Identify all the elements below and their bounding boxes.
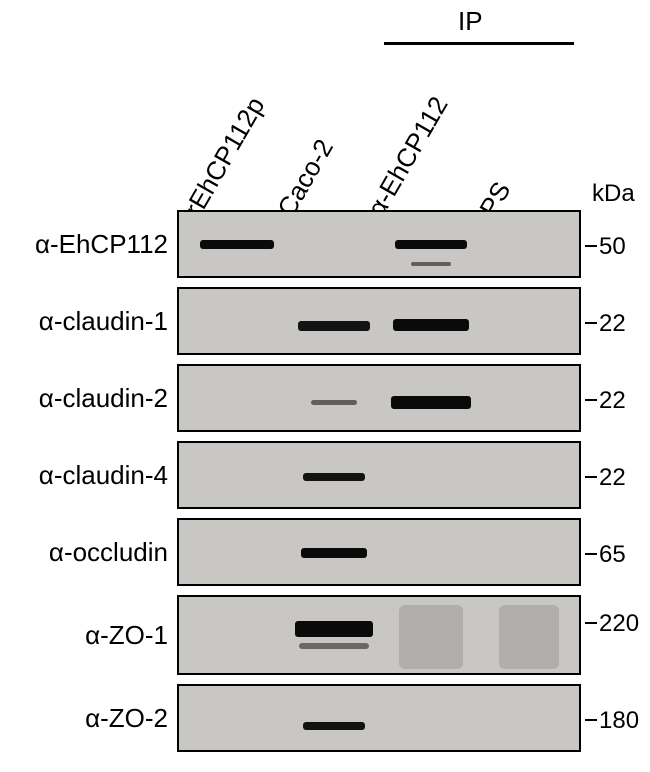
mw-label-EhCP112: 50 bbox=[599, 233, 626, 261]
column-label-Caco-2: Caco-2 bbox=[271, 134, 340, 222]
mw-label-ZO1: 220 bbox=[599, 610, 639, 638]
blot-panel-occludin bbox=[177, 518, 581, 586]
row-label-claudin2: α-claudin-2 bbox=[8, 383, 168, 414]
band-claudin1-0 bbox=[298, 321, 370, 331]
band-ZO1-0 bbox=[295, 621, 373, 637]
band-claudin1-1 bbox=[393, 319, 469, 331]
smear-ZO1-1 bbox=[499, 605, 559, 669]
mw-label-claudin4: 22 bbox=[599, 464, 626, 492]
ip-group-label: IP bbox=[458, 6, 483, 37]
ip-group-bar bbox=[384, 42, 574, 45]
band-ZO1-1 bbox=[299, 643, 369, 649]
blot-panel-claudin4 bbox=[177, 441, 581, 509]
mw-label-claudin1: 22 bbox=[599, 310, 626, 338]
band-occludin-0 bbox=[301, 548, 367, 558]
column-label-rEhCP112p: rEhCP112p bbox=[178, 92, 271, 222]
mw-tick-EhCP112 bbox=[585, 245, 597, 247]
band-claudin2-0 bbox=[311, 400, 357, 405]
mw-tick-claudin4 bbox=[585, 476, 597, 478]
band-EhCP112-0 bbox=[200, 240, 274, 249]
mw-tick-ZO1 bbox=[585, 622, 597, 624]
mw-tick-claudin1 bbox=[585, 322, 597, 324]
band-claudin4-0 bbox=[303, 473, 365, 481]
row-label-occludin: α-occludin bbox=[8, 537, 168, 568]
row-label-ZO2: α-ZO-2 bbox=[8, 703, 168, 734]
row-label-claudin1: α-claudin-1 bbox=[8, 306, 168, 337]
blot-panel-ZO1 bbox=[177, 595, 581, 675]
mw-label-claudin2: 22 bbox=[599, 387, 626, 415]
band-ZO2-0 bbox=[303, 722, 365, 730]
row-label-claudin4: α-claudin-4 bbox=[8, 460, 168, 491]
band-EhCP112-2 bbox=[411, 262, 451, 266]
band-claudin2-1 bbox=[391, 396, 471, 409]
mw-label-ZO2: 180 bbox=[599, 707, 639, 735]
mw-label-occludin: 65 bbox=[599, 541, 626, 569]
row-label-EhCP112: α-EhCP112 bbox=[8, 229, 168, 260]
blot-panel-claudin2 bbox=[177, 364, 581, 432]
mw-tick-claudin2 bbox=[585, 399, 597, 401]
band-EhCP112-1 bbox=[395, 240, 467, 249]
column-label-a-EhCP112: α-EhCP112 bbox=[361, 91, 454, 222]
row-label-ZO1: α-ZO-1 bbox=[8, 620, 168, 651]
western-blot-figure: IP kDa rEhCP112pCaco-2α-EhCP112PS α-EhCP… bbox=[0, 0, 650, 772]
blot-panel-EhCP112 bbox=[177, 210, 581, 278]
smear-ZO1-0 bbox=[399, 605, 463, 669]
mw-tick-occludin bbox=[585, 553, 597, 555]
blot-panel-ZO2 bbox=[177, 684, 581, 752]
mw-tick-ZO2 bbox=[585, 719, 597, 721]
kda-unit-label: kDa bbox=[592, 180, 635, 208]
blot-panel-claudin1 bbox=[177, 287, 581, 355]
